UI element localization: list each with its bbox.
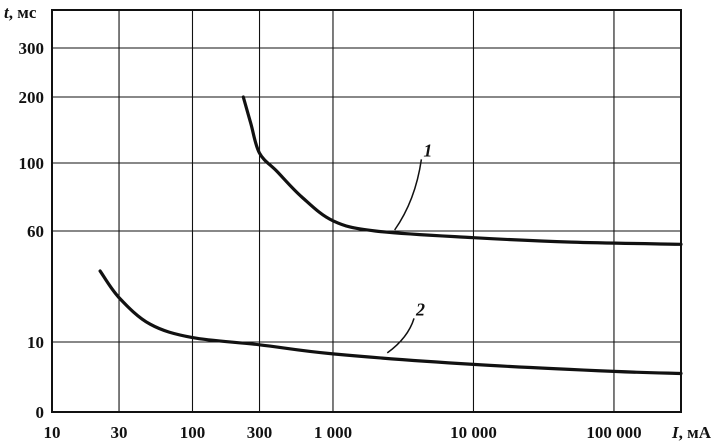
y-tick-label: 0 xyxy=(36,403,45,422)
plot-frame xyxy=(51,9,682,413)
x-axis-variable: I xyxy=(671,423,680,442)
y-tick-label: 10 xyxy=(27,333,44,352)
series-layer: 12 xyxy=(98,95,683,376)
x-tick-label: 10 xyxy=(44,423,61,442)
x-tick-label: 100 xyxy=(180,423,206,442)
curve-1-leader xyxy=(394,159,423,231)
tick-labels: 10 30 100 300 1 000 10 000 100 000010601002003… xyxy=(19,39,642,442)
x-tick-label: 10 000 xyxy=(450,423,497,442)
y-axis-label: t, мс xyxy=(4,3,37,22)
y-tick-label: 60 xyxy=(27,222,44,241)
y-tick-label: 200 xyxy=(19,88,45,107)
x-tick-label: 300 xyxy=(247,423,273,442)
x-axis-label: I, мА xyxy=(671,423,712,442)
y-tick-label: 300 xyxy=(19,39,45,58)
y-axis-variable: t xyxy=(4,3,10,22)
curve-2-leader xyxy=(386,318,415,354)
grid-lines xyxy=(52,10,681,412)
x-tick-label: 1 000 xyxy=(314,423,352,442)
x-tick-label: 30 xyxy=(111,423,128,442)
curve-2-label: 2 xyxy=(415,299,425,319)
curve-1 xyxy=(241,95,683,246)
curve-1-label: 1 xyxy=(423,140,432,160)
curve-2 xyxy=(98,269,683,376)
x-axis-unit: , мА xyxy=(679,423,712,442)
x-tick-label: 100 000 xyxy=(586,423,641,442)
y-tick-label: 100 xyxy=(19,154,45,173)
y-axis-unit: , мс xyxy=(9,3,37,22)
